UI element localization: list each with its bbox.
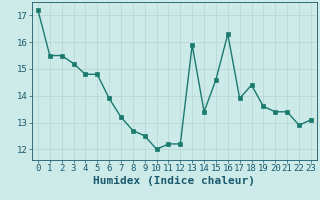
X-axis label: Humidex (Indice chaleur): Humidex (Indice chaleur) xyxy=(93,176,255,186)
